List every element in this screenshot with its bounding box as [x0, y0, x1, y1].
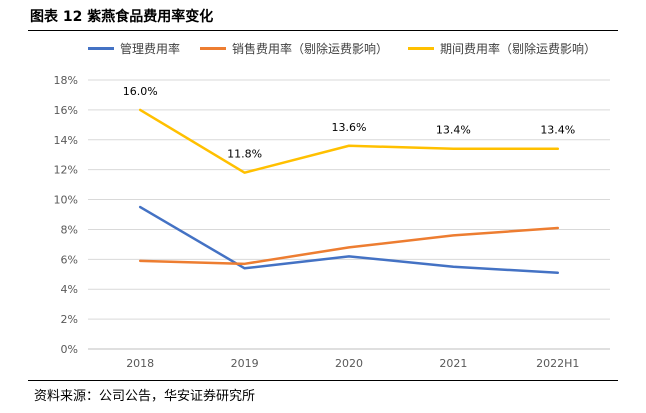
y-tick-label-8: 8%: [61, 223, 78, 236]
legend-item-admin: 管理费用率: [88, 40, 180, 57]
x-tick-label-2021: 2021: [439, 357, 467, 370]
legend-swatch-period: [408, 47, 435, 50]
y-tick-label-0: 0%: [61, 343, 78, 356]
legend-label-admin: 管理费用率: [120, 42, 181, 56]
y-tick-label-2: 2%: [61, 313, 78, 326]
legend-label-period: 期间费用率（剔除运费影响）: [440, 42, 597, 56]
data-label-2-1: 11.8%: [227, 148, 262, 161]
source-note: 资料来源：公司公告，华安证券研究所: [34, 389, 256, 404]
x-tick-label-2018: 2018: [126, 357, 154, 370]
legend-item-sales: 销售费用率（剔除运费影响）: [200, 40, 388, 57]
top-rule: [28, 30, 618, 31]
y-tick-label-6: 6%: [61, 253, 78, 266]
x-tick-label-2020: 2020: [335, 357, 363, 370]
data-label-2-2: 13.6%: [332, 121, 367, 134]
chart-legend: 管理费用率 销售费用率（剔除运费影响） 期间费用率（剔除运费影响）: [88, 40, 596, 57]
x-tick-label-2019: 2019: [231, 357, 259, 370]
y-tick-label-18: 18%: [54, 74, 78, 87]
bottom-rule: [28, 380, 618, 381]
legend-label-sales: 销售费用率（剔除运费影响）: [232, 42, 389, 56]
data-label-2-3: 13.4%: [436, 124, 471, 137]
legend-swatch-sales: [200, 47, 227, 50]
x-tick-label-2022H1: 2022H1: [536, 357, 579, 370]
y-tick-label-14: 14%: [54, 134, 78, 147]
data-label-2-0: 16.0%: [123, 85, 158, 98]
data-label-2-4: 13.4%: [540, 124, 575, 137]
y-tick-label-12: 12%: [54, 164, 78, 177]
legend-item-period: 期间费用率（剔除运费影响）: [408, 40, 596, 57]
y-tick-label-10: 10%: [54, 194, 78, 207]
y-tick-label-16: 16%: [54, 104, 78, 117]
series-line-1: [138, 226, 560, 266]
legend-swatch-admin: [88, 47, 114, 50]
figure-title: 图表 12 紫燕食品费用率变化: [30, 9, 214, 25]
series-line-2: [138, 108, 560, 174]
y-tick-label-4: 4%: [61, 283, 78, 296]
